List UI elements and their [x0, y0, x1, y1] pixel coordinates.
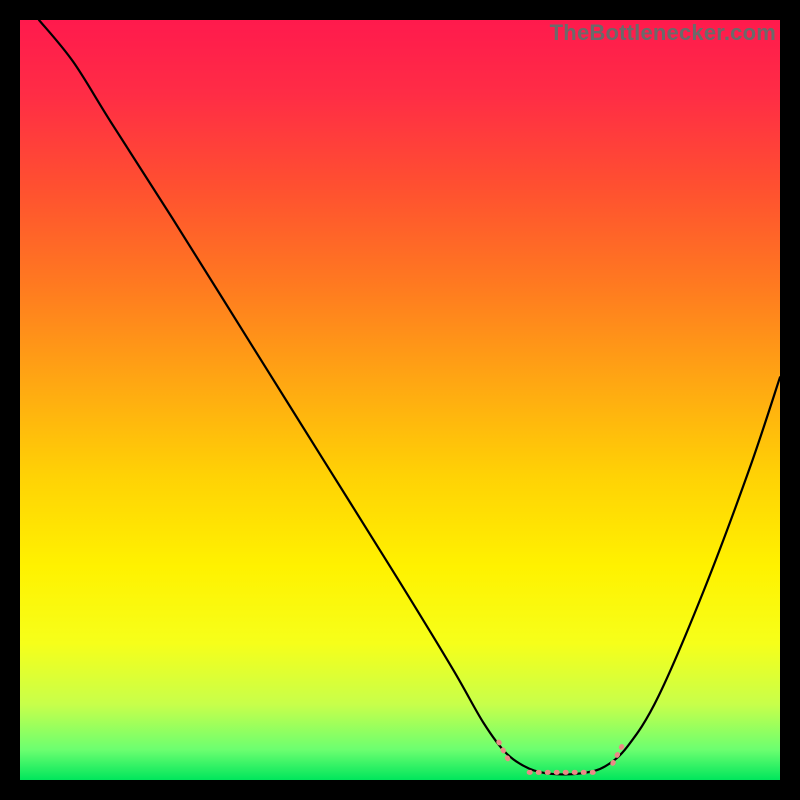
chart-frame: TheBottlenecker.com [20, 20, 780, 780]
bottleneck-curve-chart [20, 20, 780, 780]
chart-background [20, 20, 780, 780]
watermark-text: TheBottlenecker.com [550, 20, 776, 46]
